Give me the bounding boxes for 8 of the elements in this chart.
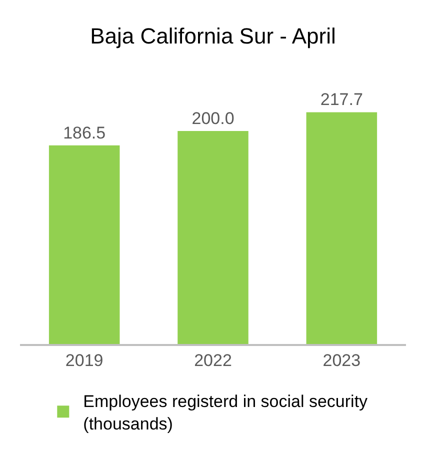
- legend-label: Employees registerd in social security (thousands): [83, 392, 368, 434]
- x-tick-label: 2019: [65, 351, 104, 370]
- chart-title: Baja California Sur - April: [90, 24, 336, 49]
- data-label: 200.0: [192, 109, 234, 128]
- data-label: 217.7: [320, 90, 363, 110]
- x-tick-label: 2022: [194, 351, 232, 370]
- x-tick-label: 2023: [322, 351, 361, 370]
- data-label: 186.5: [63, 123, 106, 142]
